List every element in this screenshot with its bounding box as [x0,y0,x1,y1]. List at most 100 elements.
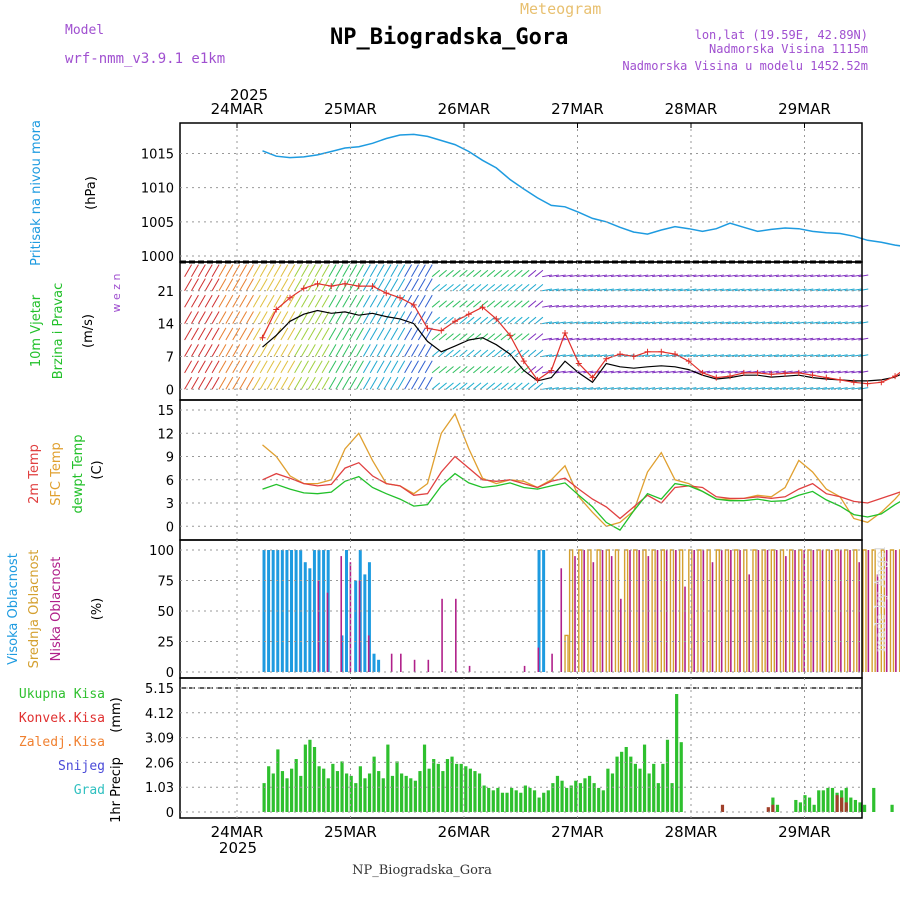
wind-barb [542,304,553,308]
wind-gust-marker [314,280,321,287]
wind-barb [424,327,433,341]
ytick-clouds: 50 [157,605,174,620]
wind-barb [631,337,642,341]
wind-barb [817,274,828,278]
precip-total-bar [285,778,289,812]
wind-barb [534,283,544,292]
wind-barb [273,360,282,374]
wind-barb [631,321,642,325]
wind-barb [514,382,523,390]
xtick-bottom: 24MAR [211,823,264,841]
wind-barb [356,311,364,324]
wind-barb [720,354,731,357]
wind-barb [603,354,614,357]
wind-barb [823,321,834,325]
wind-barb [204,311,213,324]
model-name: wrf-nmm_v3.9.1 e1km [65,51,225,67]
cloud-high-bar [537,550,541,672]
wind-barb [858,304,869,308]
wind-barb [232,327,241,341]
wind-barb [603,288,614,292]
wind-gust-marker [507,332,514,339]
wind-barb [445,269,454,278]
wind-barb [693,274,704,278]
wind-barb [356,327,364,341]
cloud-low-bar [693,550,695,672]
wind-barb [858,288,869,292]
wind-barb [741,354,752,357]
wind-barb [734,337,745,341]
cloud-low-bar [610,556,613,672]
precip-total-bar [565,787,569,812]
ytick-wind: 14 [157,318,174,333]
wind-barb [534,366,544,374]
wind-barb [417,360,426,374]
top-year-label: 2025 [230,86,268,104]
wind-barb [548,304,559,308]
wind-barb [645,321,656,325]
wind-barb [459,349,468,357]
wind-barb [789,337,800,341]
wind-barb [590,274,601,278]
precip-total-bar [491,790,495,812]
wind-barb [225,376,234,390]
wind-barb [720,370,731,374]
wind-barb [638,288,649,292]
cloud-high-bar [363,574,367,672]
ytick-temperature: 15 [157,404,174,419]
wind-barb [218,327,227,341]
wind-barb [768,321,779,325]
wind-barb [438,382,447,390]
wind-barb [734,387,745,390]
precip-total-bar [610,773,615,812]
wind-barb [679,288,690,292]
wind-barb [576,337,587,341]
wind-barb [431,283,441,292]
ytick-precipitation: 5.15 [145,682,174,697]
precip-total-bar [665,739,670,812]
wind-barb [734,354,745,357]
wind-barb [810,274,821,278]
wind-barb [266,311,275,324]
wind-barb [342,376,351,390]
wind-barb [486,316,496,324]
wind-barb [652,370,663,374]
wind-barb [597,337,608,341]
wind-barb [720,337,731,341]
wind-barb [707,370,718,374]
wind-barb [466,316,475,324]
wind-barb [844,370,855,374]
wind-gust-marker [562,330,569,336]
wind-barb [734,288,745,292]
ytick-temperature: 12 [157,427,174,442]
wind-barb [404,278,413,292]
wind-barb [734,370,745,374]
wind-barb [631,370,642,374]
wind-barb [755,304,766,308]
cloud-low-bar [413,659,416,672]
precip-total-bar [532,790,537,812]
cloud-low-bar [560,568,563,672]
wind-barb [720,274,731,278]
cloud-low-bar [675,550,677,672]
wind-barb [314,376,323,390]
wind-barb [280,264,289,277]
wind-barb [837,304,848,308]
wind-barb [858,370,869,374]
wind-barb [837,370,848,374]
precip-total-bar [354,783,358,812]
precip-total-bar [294,759,298,812]
wind-barb [548,321,559,325]
axes: 1000100510101015071421036912150255075100… [141,122,863,821]
wind-barb [830,321,841,325]
wind-barb [369,360,378,374]
wind-barb [362,278,371,292]
precip-total-bar [775,804,780,812]
wind-barb [356,278,364,292]
wind-barb [225,344,234,357]
wind-barb [287,327,296,341]
panel-frame-precipitation [179,677,863,819]
wind-barb [259,376,268,390]
precip-legend-item: Snijeg [58,759,105,774]
precip-total-bar [560,780,564,812]
